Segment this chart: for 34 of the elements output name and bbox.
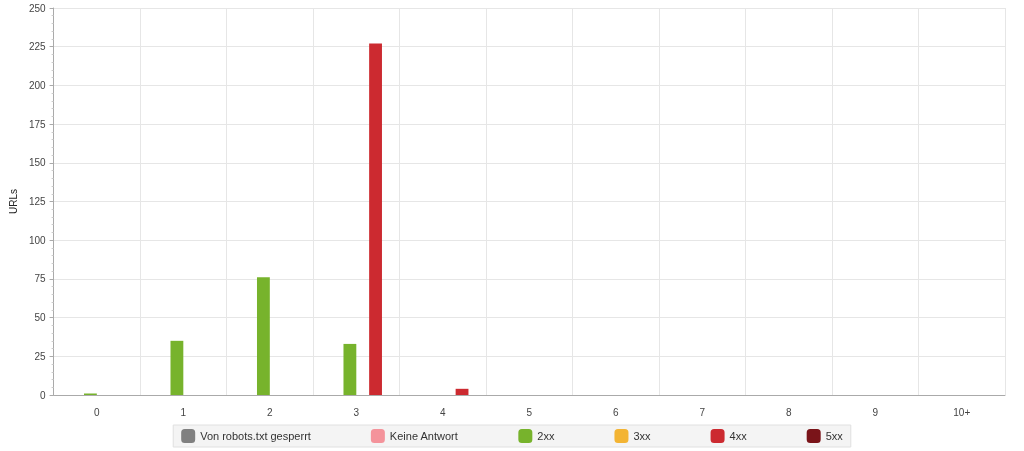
- y-tick-label: 0: [40, 389, 47, 401]
- bar: [343, 343, 357, 395]
- y-tick-label: 25: [34, 350, 47, 362]
- bar: [256, 277, 270, 395]
- legend-label: Keine Antwort: [389, 430, 458, 442]
- y-tick-label: 250: [28, 2, 47, 14]
- y-tick-label: 150: [28, 157, 47, 169]
- legend-label: 5xx: [825, 430, 844, 442]
- y-tick-label: 175: [28, 118, 47, 130]
- x-tick-label: 7: [699, 406, 706, 418]
- legend-label: Von robots.txt gesperrt: [200, 430, 311, 442]
- x-tick-label: 2: [267, 406, 274, 418]
- x-tick-label: 9: [872, 406, 879, 418]
- bar: [369, 43, 382, 395]
- x-tick-label: 1: [180, 406, 187, 418]
- x-tick-label: 4: [440, 406, 447, 418]
- y-tick-label: 75: [34, 273, 47, 285]
- y-tick-label: 225: [28, 41, 47, 53]
- y-tick-label: 50: [34, 312, 47, 324]
- legend-label: 4xx: [729, 430, 748, 442]
- x-tick-label: 3: [353, 406, 360, 418]
- legend-label: 2xx: [537, 430, 555, 442]
- x-tick-label: 0: [94, 406, 101, 418]
- y-tick-label: 125: [28, 196, 47, 207]
- x-tick-label: 5: [526, 406, 533, 418]
- y-tick-label: 100: [28, 234, 47, 246]
- bar: [455, 388, 469, 395]
- x-tick-label: 10+: [953, 406, 971, 418]
- bar: [170, 340, 184, 395]
- y-axis-title: URLs: [7, 188, 19, 215]
- y-tick-label: 200: [28, 79, 47, 91]
- x-tick-label: 6: [613, 406, 619, 418]
- legend-label: 3xx: [633, 430, 652, 442]
- x-tick-label: 8: [785, 406, 792, 418]
